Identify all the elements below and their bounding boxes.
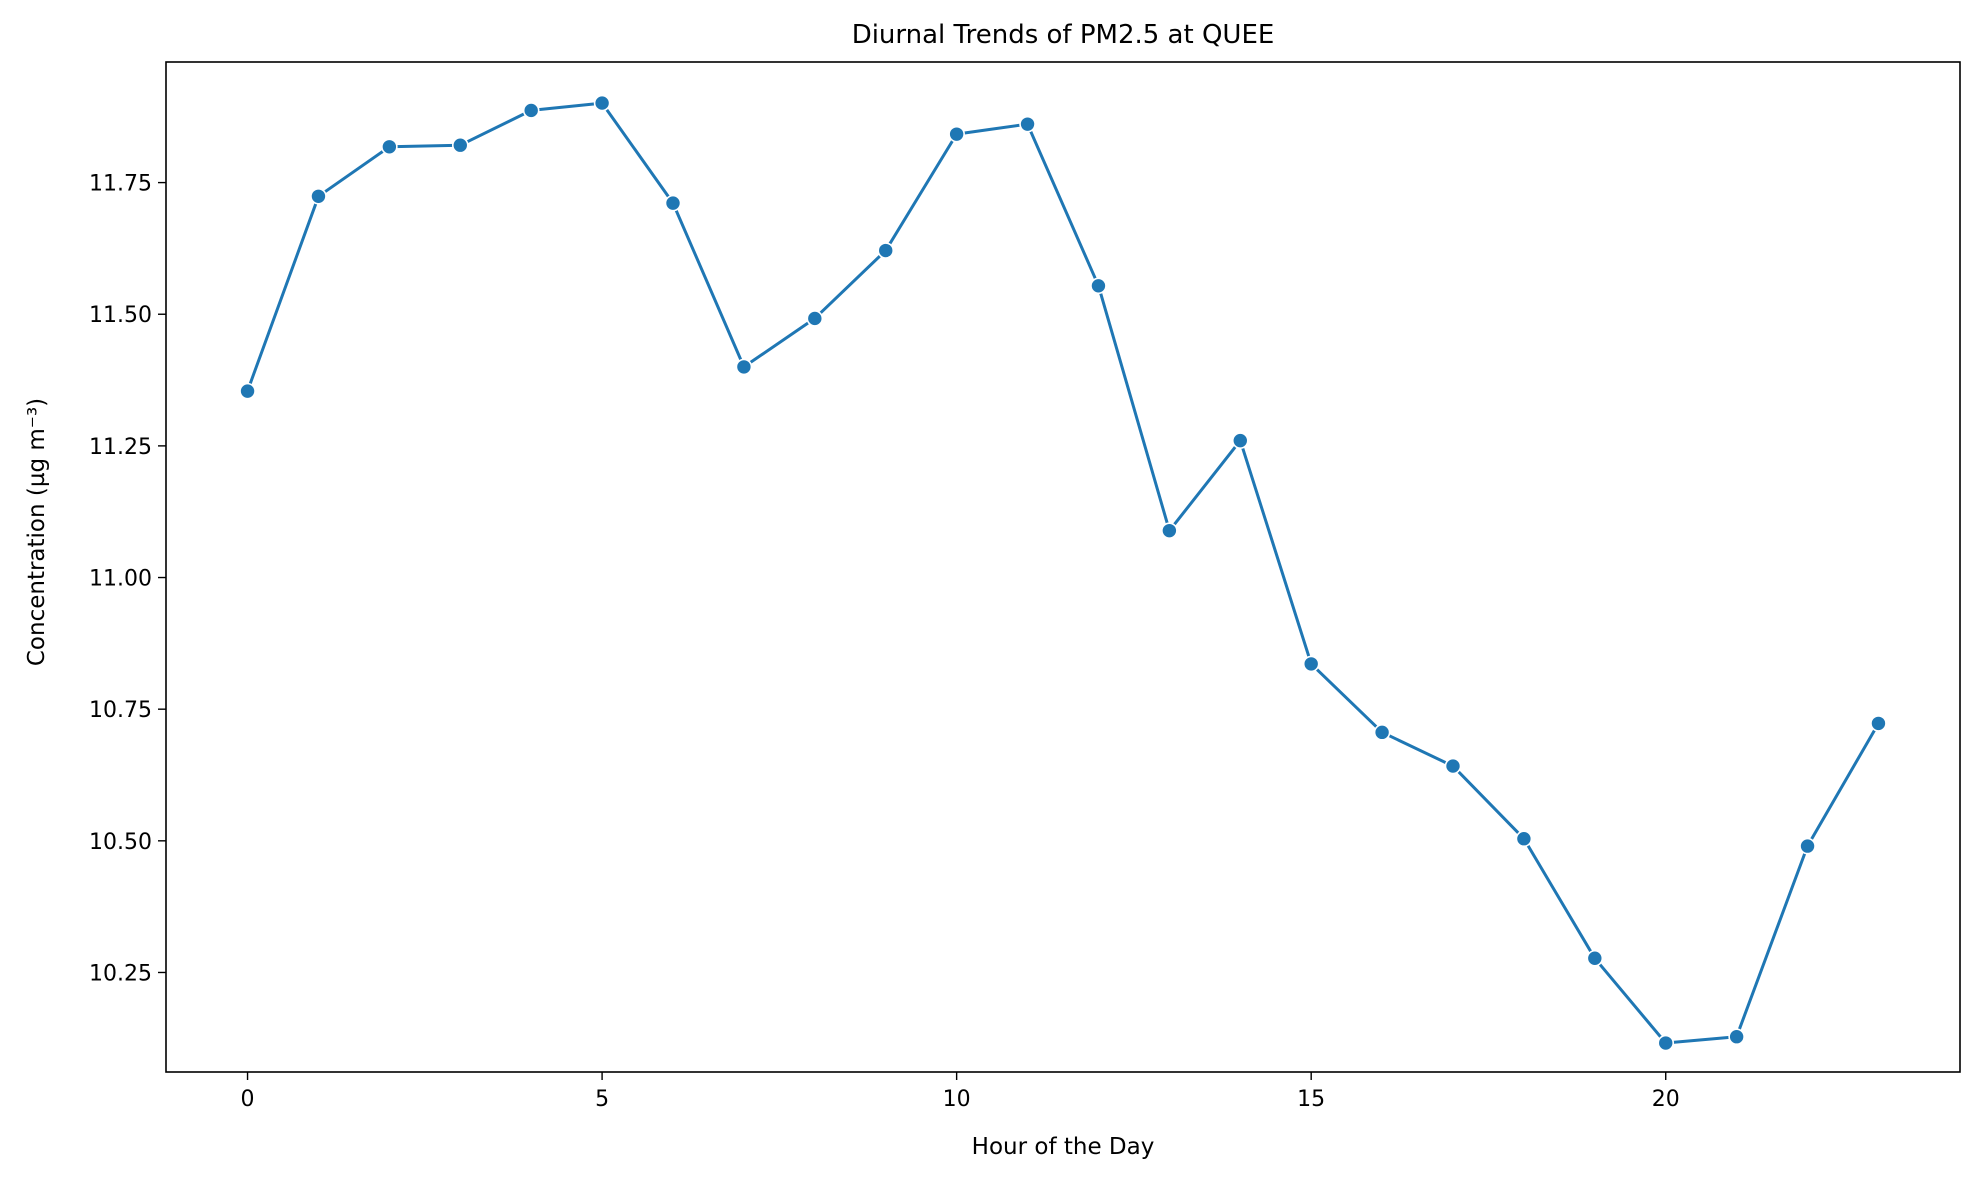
data-point bbox=[522, 102, 540, 119]
plot-frame bbox=[165, 61, 1961, 1073]
chart-title: Diurnal Trends of PM2.5 at QUEE bbox=[852, 20, 1275, 50]
series-line bbox=[246, 101, 1880, 1045]
data-point bbox=[664, 194, 682, 212]
x-axis-label: Hour of the Day bbox=[972, 1134, 1155, 1160]
x-tick-label: 20 bbox=[1652, 1087, 1680, 1112]
data-point bbox=[1019, 115, 1036, 133]
data-point bbox=[735, 358, 753, 376]
data-point bbox=[593, 94, 611, 112]
data-point bbox=[1870, 715, 1887, 732]
data-point bbox=[1657, 1034, 1675, 1052]
y-tick-label: 10.25 bbox=[89, 961, 152, 986]
data-point bbox=[451, 136, 469, 154]
data-point bbox=[1515, 830, 1533, 848]
data-point bbox=[239, 382, 256, 400]
data-point bbox=[381, 138, 398, 156]
data-point bbox=[1302, 655, 1320, 673]
plot-area: 0 5 10 15 20 10.25 10.50 10.75 11.00 11.25 11.50 11… bbox=[89, 61, 1961, 1112]
data-point bbox=[1161, 522, 1178, 539]
data-point bbox=[1586, 949, 1604, 967]
x-tick-label: 5 bbox=[595, 1087, 609, 1112]
data-point bbox=[1090, 277, 1107, 295]
data-point bbox=[806, 310, 824, 327]
data-point bbox=[1373, 724, 1391, 741]
data-point bbox=[1799, 837, 1816, 855]
data-point bbox=[1444, 757, 1462, 775]
x-tick-label: 15 bbox=[1297, 1087, 1325, 1112]
data-point bbox=[1231, 432, 1249, 449]
y-tick-label: 10.50 bbox=[89, 830, 152, 855]
y-tick-label: 10.75 bbox=[89, 698, 152, 723]
data-point bbox=[1728, 1028, 1745, 1046]
x-tick-label: 10 bbox=[943, 1087, 971, 1112]
y-tick-label: 11.75 bbox=[89, 172, 152, 197]
data-point bbox=[948, 125, 965, 143]
x-tick-label: 0 bbox=[241, 1087, 255, 1112]
y-tick-label: 11.25 bbox=[89, 435, 152, 460]
y-axis-label: Concentration (µg m⁻³) bbox=[24, 398, 50, 666]
data-point bbox=[310, 187, 327, 205]
data-point bbox=[877, 242, 895, 259]
y-tick-label: 11.00 bbox=[89, 567, 152, 592]
y-tick-label: 11.50 bbox=[89, 303, 152, 328]
